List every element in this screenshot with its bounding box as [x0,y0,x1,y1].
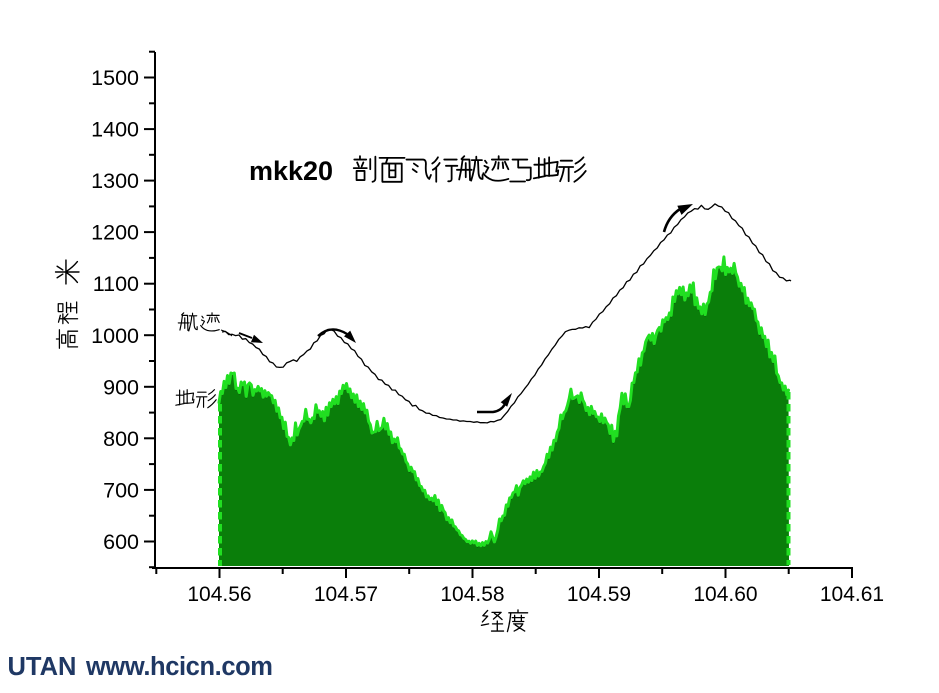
svg-text:700: 700 [103,478,139,502]
svg-text:www.hcicn.com: www.hcicn.com [85,653,273,681]
svg-text:104.58: 104.58 [440,583,504,606]
svg-text:800: 800 [103,427,139,451]
svg-text:600: 600 [103,530,139,554]
svg-text:1500: 1500 [91,66,139,90]
svg-text:104.61: 104.61 [820,583,884,606]
svg-text:104.59: 104.59 [567,583,631,606]
svg-text:104.57: 104.57 [314,583,378,606]
svg-text:104.56: 104.56 [187,583,251,606]
svg-text:1400: 1400 [91,118,139,142]
svg-text:1200: 1200 [91,221,139,245]
svg-text:1100: 1100 [93,272,139,296]
svg-text:mkk20: mkk20 [249,156,333,186]
svg-text:900: 900 [103,375,139,399]
svg-text:104.60: 104.60 [693,583,757,606]
svg-text:1300: 1300 [91,169,139,193]
svg-text:1000: 1000 [91,324,139,348]
svg-text:UTAN: UTAN [8,653,77,681]
